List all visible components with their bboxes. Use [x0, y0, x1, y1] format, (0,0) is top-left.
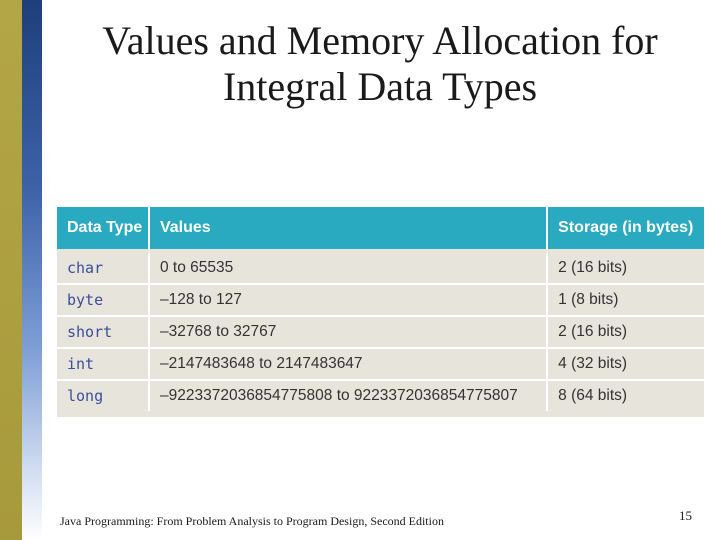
cell-type: char [57, 253, 150, 285]
cell-type: byte [57, 285, 150, 317]
table-row: long –9223372036854775808 to 92233720368… [57, 381, 704, 411]
table-row: int –2147483648 to 2147483647 4 (32 bits… [57, 349, 704, 381]
cell-storage: 2 (16 bits) [548, 253, 704, 285]
cell-storage: 2 (16 bits) [548, 317, 704, 349]
data-types-table: Data Type Values Storage (in bytes) char… [57, 207, 704, 411]
header-data-type: Data Type [57, 207, 150, 253]
cell-storage: 8 (64 bits) [548, 381, 704, 411]
data-types-table-container: Data Type Values Storage (in bytes) char… [57, 207, 704, 417]
header-values: Values [149, 207, 549, 253]
table-header-row: Data Type Values Storage (in bytes) [57, 207, 704, 253]
left-accent-bar-olive [0, 0, 22, 540]
cell-values: –9223372036854775808 to 9223372036854775… [149, 381, 549, 411]
cell-type: short [57, 317, 150, 349]
page-number: 15 [679, 508, 692, 523]
cell-values: 0 to 65535 [149, 253, 549, 285]
table-row: byte –128 to 127 1 (8 bits) [57, 285, 704, 317]
header-storage: Storage (in bytes) [548, 207, 704, 253]
slide-footer: Java Programming: From Problem Analysis … [60, 514, 444, 528]
cell-storage: 1 (8 bits) [548, 285, 704, 317]
table-row: char 0 to 65535 2 (16 bits) [57, 253, 704, 285]
table-row: short –32768 to 32767 2 (16 bits) [57, 317, 704, 349]
cell-values: –128 to 127 [149, 285, 549, 317]
cell-type: long [57, 381, 150, 411]
slide-title: Values and Memory Allocation for Integra… [102, 18, 658, 109]
cell-type: int [57, 349, 150, 381]
cell-values: –32768 to 32767 [149, 317, 549, 349]
cell-values: –2147483648 to 2147483647 [149, 349, 549, 381]
left-accent-bar-blue [22, 0, 42, 540]
cell-storage: 4 (32 bits) [548, 349, 704, 381]
